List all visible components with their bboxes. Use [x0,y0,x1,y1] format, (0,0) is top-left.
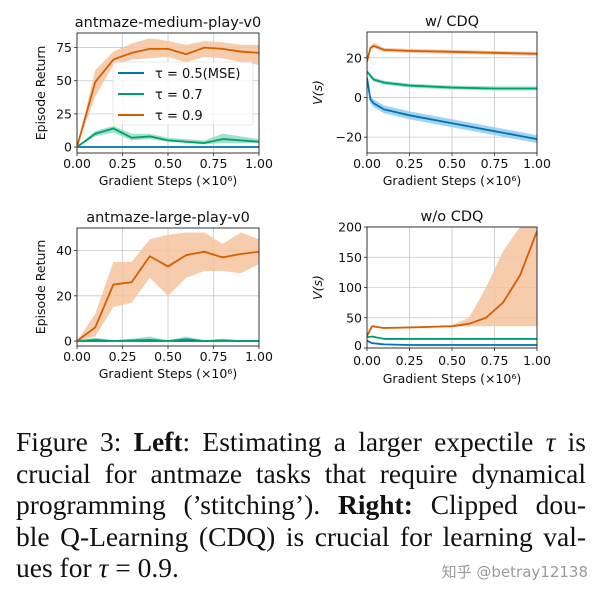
caption-line: programming (’stitching’). Right: Clippe… [16,489,586,521]
chart-4: w/o CDQ 0.00 0.25 0.50 0.75 1.00 0 50 100 150 200 G… [310,209,551,386]
y-axis-label: Episode Return [33,240,48,335]
caption-figure-label: Figure 3: [16,426,134,457]
caption-tau: τ [98,552,109,583]
legend-label-2: τ = 0.7 [155,88,203,103]
x-tick-label: 0.75 [200,349,228,364]
y-tick-label: 50 [56,73,72,88]
x-tick-label: 0.50 [438,156,466,171]
caption-text: Clipped dou- [412,489,586,520]
y-axis-label: V(s) [310,80,325,105]
y-tick-label: 50 [346,310,362,325]
series-line-3 [367,44,537,62]
confidence-band-3 [367,42,537,64]
caption-text: = 0.9. [108,552,179,583]
chart-title: w/o CDQ [421,209,484,225]
series-line-1 [367,339,537,346]
axes-frame [366,226,538,349]
caption-text: ues for [16,552,99,583]
axes-frame [366,31,538,154]
chart-title: antmaze-large-play-v0 [86,210,250,226]
watermark: 知乎 @betray12138 [441,563,588,581]
caption-tau: τ [545,426,556,457]
x-axis-label: Gradient Steps (×10⁶) [383,371,521,386]
caption-text: programming (’stitching’). [16,489,339,520]
series-line-2 [367,335,537,340]
x-tick-label: 0.00 [63,156,91,171]
y-tick-label: 25 [56,106,72,121]
x-tick-label: 0.25 [396,156,424,171]
x-tick-label: 1.00 [245,349,273,364]
x-tick-label: 1.00 [523,353,551,368]
series-line-2 [77,338,259,342]
series-line-3 [77,46,259,148]
figure-plots: antmaze-medium-play-v0 0.00 0.25 0.50 0.75 1.… [33,14,551,386]
x-tick-label: 0.00 [353,156,381,171]
y-tick-label: 0 [64,334,72,349]
x-axis-label: Gradient Steps (×10⁶) [383,173,521,188]
plot-area [77,232,259,342]
series-line-3 [367,230,537,337]
legend-label-3: τ = 0.9 [155,109,203,124]
x-tick-label: 0.50 [438,353,466,368]
figure-caption: Figure 3: Left: Estimating a larger expe… [16,426,586,584]
caption-line: Figure 3: Left: Estimating a larger expe… [16,426,586,458]
legend-box [112,61,254,126]
y-tick-label: 100 [338,280,362,295]
x-tick-label: 0.25 [396,353,424,368]
caption-line: ues for τ = 0.9. [16,552,179,584]
plot-area [367,227,537,346]
confidence-band-3 [77,38,259,148]
chart-1: antmaze-medium-play-v0 0.00 0.25 0.50 0.75 1.… [33,15,273,188]
y-axis-label: Episode Return [33,46,48,141]
caption-bold-left: Left [133,426,183,457]
series-line-1 [367,77,537,140]
y-tick-label: 200 [338,220,362,235]
plot-area [367,42,537,144]
y-tick-label: 0 [354,338,362,353]
y-tick-label: 20 [346,50,362,65]
x-tick-label: 0.75 [481,156,509,171]
y-tick-label: 75 [56,40,72,55]
caption-text: is [555,426,586,457]
chart-3: w/ CDQ 0.00 0.25 0.50 0.75 1.00 −20 0 20 Gradient… [310,14,551,188]
legend-label-1: τ = 0.5(MSE) [155,67,240,82]
caption-line: crucial for antmaze tasks that require d… [16,457,586,489]
confidence-band-3 [77,232,259,342]
y-axis-label: V(s) [310,275,325,300]
x-tick-label: 0.00 [353,353,381,368]
x-tick-label: 0.25 [109,156,137,171]
y-tick-label: 0 [64,140,72,155]
y-tick-label: 0 [354,90,362,105]
x-tick-label: 0.50 [154,349,182,364]
axes-frame [76,227,260,347]
chart-title: w/ CDQ [425,14,479,30]
axes-frame [76,32,260,154]
x-axis-label: Gradient Steps (×10⁶) [99,173,237,188]
legend: τ = 0.5(MSE) τ = 0.7 τ = 0.9 [112,61,254,126]
caption-line: ble Q-Learning (CDQ) is crucial for lear… [16,520,586,552]
y-tick-label: 40 [56,243,72,258]
y-tick-label: −20 [336,130,362,145]
series-line-2 [77,127,259,148]
y-tick-label: 20 [56,288,72,303]
x-axis-label: Gradient Steps (×10⁶) [99,366,237,381]
chart-title: antmaze-medium-play-v0 [75,15,261,31]
y-tick-label: 150 [338,250,362,265]
caption-text: : Estimating a larger expectile [182,426,546,457]
chart-2: antmaze-large-play-v0 0.00 0.25 0.50 0.75 1.0… [33,210,273,381]
x-tick-label: 0.75 [200,156,228,171]
x-tick-label: 0.00 [63,349,91,364]
series-line-2 [367,71,537,90]
x-tick-label: 0.25 [109,349,137,364]
series-line-3 [77,250,259,342]
x-tick-label: 0.75 [481,353,509,368]
x-tick-label: 1.00 [523,156,551,171]
x-tick-label: 1.00 [245,156,273,171]
x-tick-label: 0.50 [154,156,182,171]
caption-bold-right: Right: [338,489,413,520]
plot-area [77,38,259,148]
